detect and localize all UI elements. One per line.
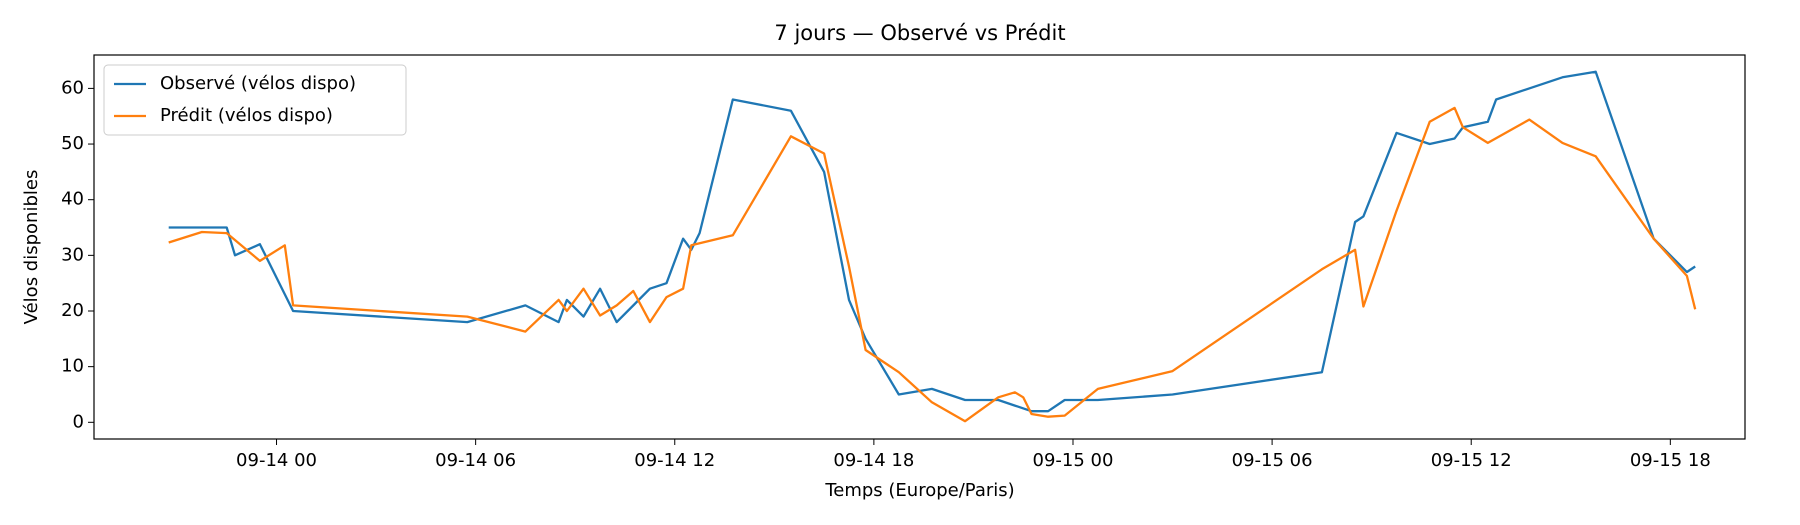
y-axis-label: Vélos disponibles <box>21 170 42 325</box>
series-line <box>168 106 1697 423</box>
y-tick-label: 30 <box>61 244 84 265</box>
y-tick-label: 10 <box>61 356 84 377</box>
x-axis-label: Temps (Europe/Paris) <box>824 480 1014 501</box>
chart-title: 7 jours — Observé vs Prédit <box>774 21 1065 45</box>
x-tick-label: 09-15 18 <box>1630 450 1711 471</box>
legend-label: Observé (vélos dispo) <box>160 73 356 94</box>
y-tick-label: 20 <box>61 300 84 321</box>
x-tick-label: 09-15 12 <box>1431 450 1512 471</box>
y-tick-label: 60 <box>61 77 84 98</box>
y-tick-label: 40 <box>61 189 84 210</box>
x-tick-label: 09-15 00 <box>1033 450 1114 471</box>
x-tick-label: 09-15 06 <box>1232 450 1313 471</box>
y-tick-label: 0 <box>73 411 84 432</box>
legend-label: Prédit (vélos dispo) <box>160 105 333 126</box>
legend-box <box>103 64 407 136</box>
series-line <box>168 70 1696 413</box>
y-tick-label: 50 <box>61 133 84 154</box>
x-tick-label: 09-14 06 <box>435 450 516 471</box>
x-tick-label: 09-14 12 <box>634 450 715 471</box>
x-tick-label: 09-14 00 <box>236 450 317 471</box>
plot-frame <box>93 54 1746 440</box>
x-tick-label: 09-14 18 <box>833 450 914 471</box>
